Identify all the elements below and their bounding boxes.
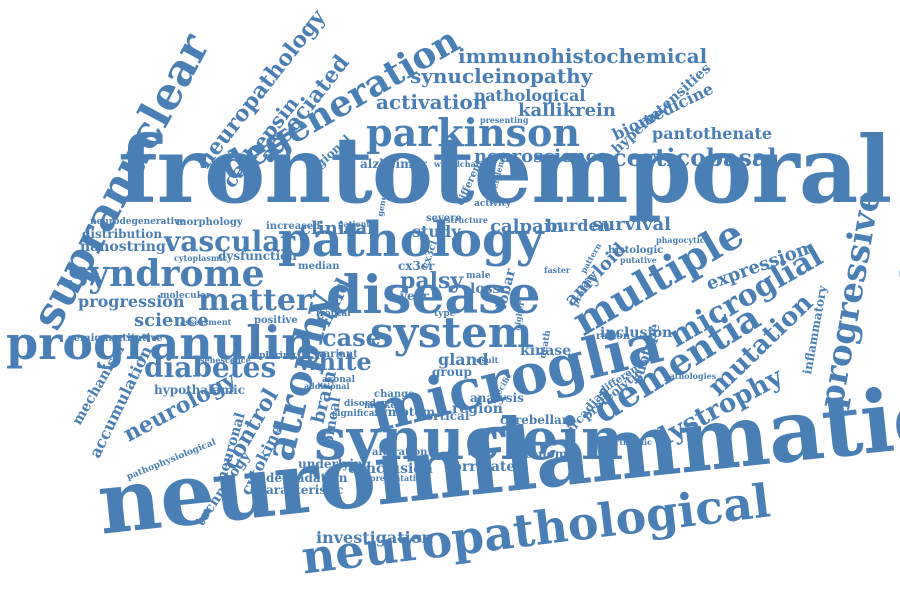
word: change [374,389,415,400]
word: morphology [176,217,243,228]
word: disease [326,265,541,326]
word: clinical [300,218,375,239]
word: structure [446,215,488,225]
word: progression [78,292,185,311]
word: neuroscience [474,146,608,167]
word: synucleinopathy [410,64,593,88]
word: cx3cr [398,259,435,273]
word: diabetes [144,351,277,384]
word: survival [592,214,671,235]
word: variant [318,349,358,360]
word: severe [426,213,462,224]
word: immunohistochemical [458,44,708,68]
word: type [434,309,456,319]
word: underlying [298,457,372,471]
word: kallikrein [518,100,616,121]
word: alzheimer [360,157,427,171]
word: investigation [316,528,433,547]
word: symptom [374,405,436,419]
word: phagocytic [656,235,705,245]
word: autonomic [508,447,580,461]
word: white [298,347,372,376]
word: exploring [248,351,296,361]
word: science [134,310,209,331]
word: inclusion [600,325,673,341]
word: median [298,261,340,272]
word: progranulin [6,316,315,370]
word: distribution [82,227,163,241]
word: neurodegenerative [90,217,185,227]
word: senescence [200,355,251,365]
word: frontal [316,309,351,319]
word: kinase [520,343,572,359]
word: calpain [490,216,564,237]
word: burden [546,216,611,235]
word: pathologies [664,371,717,381]
word: frontotemporal [118,116,892,224]
word: disorder [344,399,387,409]
word: presentation [370,473,428,483]
word: region [452,401,503,417]
word: loss [470,281,501,297]
word: study [412,222,461,241]
word: significant [332,409,386,419]
word: analysis [470,391,524,405]
word: cerebellar [500,413,569,427]
word: vascular [164,225,296,258]
word: correlate [444,459,516,475]
word: year [400,289,429,303]
word: system [370,308,533,357]
word: cytoplasmic [174,253,228,263]
word: putative [620,255,657,265]
word: wheelchair [434,159,484,169]
word: pathological [474,86,586,105]
word: degradation [266,471,348,485]
word: conclusion [348,461,433,477]
word: group [432,365,472,379]
word: additional [304,381,350,391]
word: nanostring [80,239,166,255]
word: presenting [480,115,529,125]
word: result [472,355,499,365]
word: histologic [608,245,664,256]
word: characteristic [250,483,344,497]
word: positive [254,315,298,326]
word: alteration [372,447,428,458]
word: matter [198,283,312,318]
word: synuclein [314,405,624,473]
word: case [322,323,381,352]
word: axonal [322,375,355,385]
word: marker [364,401,401,411]
word: activity [474,199,511,209]
word: pathology [278,212,544,268]
word: faster [544,265,571,275]
word: hypothalamic [154,383,246,397]
word: assessment [180,317,232,327]
word: dysfunction [218,249,297,263]
word: pantothenate [652,124,773,143]
word: patient [338,219,371,229]
word: semiquantitative [68,333,163,344]
word: palsy [400,268,464,294]
word: gland [438,350,489,369]
word: molecular [160,291,211,301]
word: increased [266,221,321,232]
word: cortical [418,409,470,423]
word: parkinson [366,110,580,155]
word: syndrome [68,253,265,295]
word: male [466,271,491,281]
word: corticobasal [612,143,777,172]
word: ration [596,331,631,342]
word: activation [376,90,488,114]
word: hypertrophic [594,437,652,447]
